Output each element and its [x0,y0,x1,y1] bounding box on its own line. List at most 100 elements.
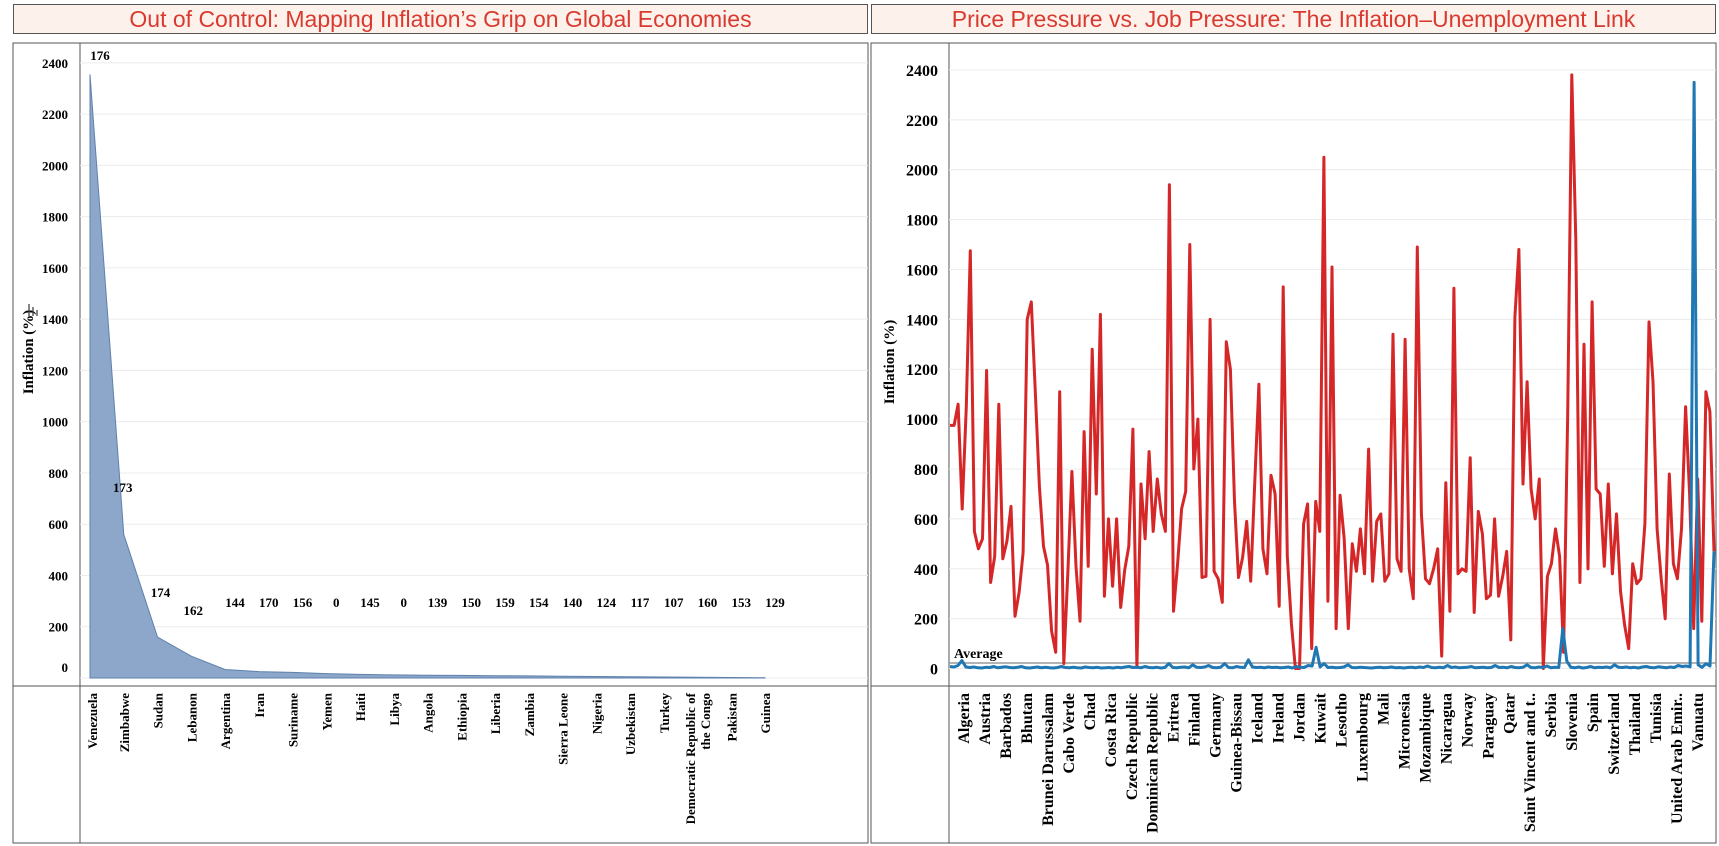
right-x-tick-label: Thailand [1627,693,1644,755]
right-x-tick-label: Ireland [1271,693,1288,743]
left-x-tick-label: Uzbekistan [623,692,638,755]
left-y-tick-label: 400 [49,568,69,583]
right-chart-title: Price Pressure vs. Job Pressure: The Inf… [951,5,1636,32]
right-x-tick-label: Barbados [998,693,1015,759]
left-data-label: 124 [597,595,617,610]
left-y-axis-title: Inflation (%) [21,310,37,395]
right-x-tick-label: Qatar [1501,693,1518,734]
right-x-tick-label: Jordan [1292,693,1309,742]
svg-text:Yemen: Yemen [319,692,334,730]
left-data-label: 0 [333,595,340,610]
right-x-tick-label: Slovenia [1564,693,1581,751]
left-data-label: 150 [462,595,482,610]
left-data-label: 153 [732,595,752,610]
inflation-line[interactable] [950,73,1716,670]
svg-text:Venezuela: Venezuela [85,693,100,749]
left-x-tick-label: Zimbabwe [117,693,132,752]
right-x-tick-label: Switzerland [1606,693,1623,775]
left-data-label: 173 [113,480,133,495]
right-x-tick-label: Vanuatu [1690,693,1707,751]
left-y-tick-label: 2400 [42,56,68,71]
svg-text:Haiti: Haiti [353,693,368,722]
right-y-tick-label: 2400 [906,63,938,80]
left-y-tick-label: 2200 [42,107,68,122]
right-y-axis-title-group: Inflation (%) [882,320,898,405]
svg-text:Angola: Angola [421,693,436,733]
right-x-tick-label: Austria [977,693,994,745]
right-x-tick-label: Tunisia [1648,693,1665,743]
right-y-tick-labels: 0 200 400 600 800 1000 1200 1400 1600 1800 2000 220… [906,63,938,679]
right-y-tick-label: 600 [914,512,938,529]
left-chart-title-box: Out of Control: Mapping Inflation’s Grip… [13,4,868,34]
left-x-tick-label: Lebanon [184,692,199,742]
left-x-tick-labels: Venezuela Zimbabwe Sudan Lebanon Argentina Ir… [85,692,773,824]
right-x-tick-label: Bhutan [1019,693,1036,744]
right-x-tick-label: Norway [1459,693,1476,747]
right-x-tick-label: Germany [1208,693,1225,758]
left-x-tick-label: Haiti [353,693,368,722]
left-x-tick-label: Venezuela [85,693,100,749]
right-y-tick-label: 2200 [906,113,938,130]
left-data-label: 176 [90,48,110,63]
left-data-label: 144 [225,595,245,610]
svg-text:Iran: Iran [252,692,267,717]
svg-text:Democratic Republic of: Democratic Republic of [683,692,698,824]
right-x-tick-label: Guinea-Bissau [1229,693,1246,793]
svg-text:Suriname: Suriname [286,693,301,747]
left-x-tick-label: Iran [252,692,267,717]
right-x-tick-label: Saint Vincent and t.. [1522,693,1539,832]
svg-text:Ethiopia: Ethiopia [454,693,469,741]
left-data-label: 140 [563,595,583,610]
left-chart-title: Out of Control: Mapping Inflation’s Grip… [129,5,752,32]
svg-text:Sudan: Sudan [151,692,166,728]
left-chart-border [12,42,869,844]
inflation-area[interactable] [89,74,766,679]
left-x-tick-label: Argentina [218,693,233,750]
left-data-label: 139 [428,595,448,610]
left-x-tick-label: Turkey [657,693,672,733]
left-data-labels: 176 173 174 162 144 170 156 0 145 0 139 150 159 154 14… [90,48,785,618]
left-y-tick-label: 2000 [42,158,68,173]
right-line-series [949,73,1716,670]
left-x-tick-label: Angola [421,693,436,733]
left-y-tick-labels: 0 200 400 600 800 1000 1200 1400 1600 1800 2000 220… [42,56,68,675]
sort-descending-icon[interactable] [28,304,38,316]
left-x-tick-label: Suriname [286,693,301,747]
svg-text:Uzbekistan: Uzbekistan [623,692,638,755]
left-x-tick-label: Sierra Leone [556,693,571,765]
svg-text:Lebanon: Lebanon [184,692,199,742]
left-y-tick-label: 1400 [42,312,68,327]
left-data-label: 174 [151,585,171,600]
right-x-tick-label: Mozambique [1417,693,1434,783]
right-x-tick-label: Paraguay [1480,693,1497,759]
right-y-tick-label: 1600 [906,262,938,279]
left-x-tick-label: Sudan [151,692,166,728]
left-y-tick-label: 1000 [42,415,68,430]
unemployment-line[interactable] [949,80,1716,670]
right-x-tick-label: Luxembourg [1354,693,1371,782]
right-y-tick-label: 0 [930,662,938,679]
left-data-label: 145 [360,595,380,610]
right-x-tick-label: Cabo Verde [1061,693,1078,773]
average-reference-line-group: Average [949,647,1716,664]
right-y-tick-label: 800 [914,462,938,479]
left-y-tick-label: 800 [49,466,69,481]
left-data-label: 162 [184,603,204,618]
right-x-tick-label: Kuwait [1313,692,1330,743]
svg-text:the Congo: the Congo [698,693,713,750]
left-data-label: 107 [664,595,684,610]
left-area-series [89,74,766,679]
svg-text:Zambia: Zambia [522,693,537,737]
left-y-axis-title-group: Inflation (%) [21,310,37,395]
svg-text:Argentina: Argentina [218,693,233,750]
right-x-tick-label: Micronesia [1396,693,1413,769]
left-y-tick-label: 200 [49,620,69,635]
right-x-tick-label: Mali [1375,692,1392,725]
svg-text:Libya: Libya [387,693,402,726]
left-y-tick-label: 1200 [42,363,68,378]
right-x-tick-label: Lesotho [1333,693,1350,747]
right-y-tick-label: 2000 [906,163,938,180]
right-chart-panel: 0 200 400 600 800 1000 1200 1400 1600 1800 2000 220… [870,42,1717,844]
left-data-label: 160 [698,595,718,610]
right-x-tick-label: Spain [1585,693,1602,732]
